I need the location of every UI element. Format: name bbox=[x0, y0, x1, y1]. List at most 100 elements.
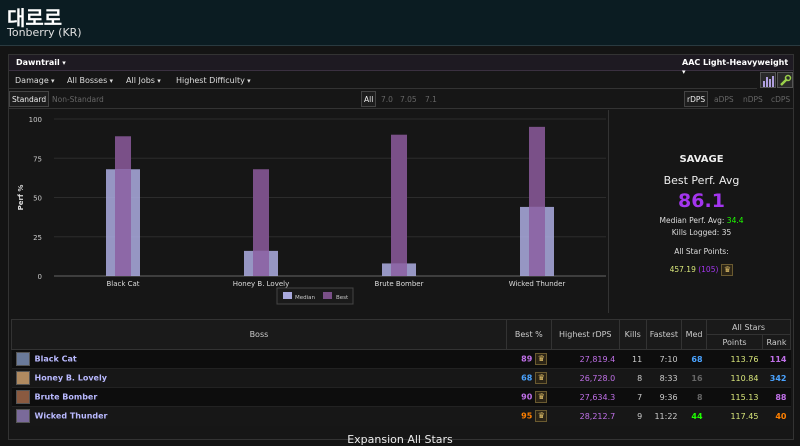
highest-rdps: 26,728.0 bbox=[551, 368, 620, 388]
allstar-rank: 40 bbox=[762, 406, 791, 426]
tab-patch-7-0[interactable]: 7.0 bbox=[381, 95, 393, 104]
filter-bar: Damage All Bosses All Jobs Highest Diffi… bbox=[9, 72, 757, 89]
highest-rdps: 28,212.7 bbox=[551, 406, 620, 426]
division-dropdown[interactable]: AAC Light-Heavyweight bbox=[682, 58, 793, 76]
trophy-icon[interactable]: ♛ bbox=[535, 372, 548, 384]
kills: 11 bbox=[619, 349, 647, 369]
allstar-points: 117.45 bbox=[706, 406, 763, 426]
y-tick-label: 25 bbox=[33, 234, 42, 242]
col-points[interactable]: Points bbox=[706, 334, 763, 350]
col-rank[interactable]: Rank bbox=[761, 334, 792, 350]
boss-name[interactable]: Black Cat bbox=[34, 354, 77, 364]
boss-portrait-icon bbox=[15, 352, 30, 366]
median: 68 bbox=[681, 349, 707, 369]
character-header: 대로로 Tonberry (KR) bbox=[0, 0, 800, 46]
allstar-rank: 114 bbox=[762, 349, 791, 369]
best-percent: 90 bbox=[521, 392, 533, 402]
character-name: 대로로 bbox=[7, 6, 63, 30]
boss-cell[interactable]: Honey B. Lovely bbox=[11, 368, 507, 388]
best-percent: 68 bbox=[521, 373, 533, 383]
expansion-dropdown[interactable]: Dawntrail bbox=[16, 58, 66, 67]
trophy-icon[interactable]: ♛ bbox=[535, 353, 548, 365]
x-tick-label: Honey B. Lovely bbox=[233, 280, 290, 288]
tab-adps[interactable]: aDPS bbox=[714, 95, 734, 104]
jobs-dropdown[interactable]: All Jobs bbox=[126, 76, 161, 85]
bar-best bbox=[391, 134, 407, 276]
tab-patch-7-1[interactable]: 7.1 bbox=[425, 95, 437, 104]
legend-swatch-best bbox=[323, 292, 332, 299]
y-tick-label: 100 bbox=[29, 116, 42, 124]
allstar-points: 110.84 bbox=[706, 368, 763, 388]
best-percent-cell: 95 ♛ bbox=[506, 406, 552, 426]
wrench-icon[interactable] bbox=[777, 72, 793, 88]
y-tick-label: 0 bbox=[38, 273, 42, 281]
x-tick-label: Black Cat bbox=[106, 280, 139, 288]
median-perf: Median Perf. Avg: 34.4 bbox=[610, 216, 793, 225]
allstar-rank: 342 bbox=[762, 368, 791, 388]
kills: 8 bbox=[619, 368, 647, 388]
tab-standard[interactable]: Standard bbox=[9, 91, 50, 107]
bar-best-overlap bbox=[115, 169, 131, 276]
rankings-panel: Dawntrail AAC Light-Heavyweight Damage A… bbox=[8, 54, 794, 440]
kills: 9 bbox=[619, 406, 647, 426]
col-fastest[interactable]: Fastest bbox=[645, 319, 683, 350]
table-row[interactable]: Wicked Thunder 95 ♛ 28,212.7 9 11:22 44 117.45 4… bbox=[11, 406, 791, 426]
tab-non-standard[interactable]: Non-Standard bbox=[52, 95, 104, 104]
y-tick-label: 75 bbox=[33, 155, 42, 163]
difficulty-dropdown[interactable]: Highest Difficulty bbox=[176, 76, 251, 85]
fastest: 9:36 bbox=[646, 387, 682, 407]
bosses-dropdown[interactable]: All Bosses bbox=[67, 76, 113, 85]
boss-cell[interactable]: Brute Bomber bbox=[11, 387, 507, 407]
boss-table-body: Black Cat 89 ♛ 27,819.4 11 7:10 68 113.76 114 Hon… bbox=[11, 349, 791, 426]
median-perf-value: 34.4 bbox=[726, 216, 744, 225]
trophy-icon[interactable]: ♛ bbox=[535, 410, 548, 423]
highest-rdps: 27,634.3 bbox=[551, 387, 620, 407]
boss-name[interactable]: Wicked Thunder bbox=[34, 411, 108, 421]
trophy-icon[interactable]: ♛ bbox=[535, 391, 548, 403]
table-row[interactable]: Black Cat 89 ♛ 27,819.4 11 7:10 68 113.76 114 bbox=[11, 349, 791, 369]
best-percent: 95 bbox=[521, 411, 533, 421]
x-tick-label: Brute Bomber bbox=[375, 280, 424, 288]
boss-table: Boss Best % Highest rDPS Kills Fastest M… bbox=[11, 319, 792, 426]
table-row[interactable]: Honey B. Lovely 68 ♛ 26,728.0 8 8:33 16 110.84 3… bbox=[11, 368, 791, 388]
zone-selector-row: Dawntrail AAC Light-Heavyweight bbox=[9, 55, 793, 71]
allstar-points: 115.13 bbox=[706, 387, 763, 407]
chart-view-icon[interactable] bbox=[760, 72, 776, 88]
kills-logged: Kills Logged: 35 bbox=[610, 228, 793, 237]
boss-cell[interactable]: Wicked Thunder bbox=[11, 406, 507, 426]
allstar-label: All Star Points: bbox=[674, 247, 729, 256]
boss-portrait-icon bbox=[15, 390, 30, 404]
col-kills[interactable]: Kills bbox=[618, 319, 647, 350]
boss-cell[interactable]: Black Cat bbox=[11, 349, 507, 369]
fastest: 11:22 bbox=[646, 406, 682, 426]
boss-name[interactable]: Brute Bomber bbox=[34, 392, 98, 402]
best-percent-cell: 90 ♛ bbox=[506, 387, 552, 407]
y-axis-label: Perf % bbox=[17, 185, 25, 211]
tab-rdps[interactable]: rDPS bbox=[684, 91, 709, 107]
kills: 7 bbox=[619, 387, 647, 407]
allstar-rank-value: (105) bbox=[698, 265, 719, 274]
col-boss[interactable]: Boss bbox=[11, 319, 507, 350]
best-percent-cell: 89 ♛ bbox=[506, 349, 552, 369]
tab-patch-all[interactable]: All bbox=[361, 91, 377, 107]
best-percent: 89 bbox=[521, 354, 533, 364]
allstar-points: 113.76 bbox=[706, 349, 763, 369]
col-med[interactable]: Med bbox=[681, 319, 708, 350]
table-row[interactable]: Brute Bomber 90 ♛ 27,634.3 7 9:36 8 115.13 88 bbox=[11, 387, 791, 407]
best-perf-value: 86.1 bbox=[678, 190, 725, 212]
col-highest[interactable]: Highest rDPS bbox=[550, 319, 620, 350]
median: 44 bbox=[681, 406, 707, 426]
legend-box bbox=[276, 287, 354, 305]
tab-ndps[interactable]: nDPS bbox=[743, 95, 763, 104]
bar-best bbox=[253, 169, 269, 276]
tab-cdps[interactable]: cDPS bbox=[771, 95, 791, 104]
metric-dropdown[interactable]: Damage bbox=[15, 76, 55, 85]
tab-patch-7-05[interactable]: 7.05 bbox=[400, 95, 417, 104]
fastest: 8:33 bbox=[646, 368, 682, 388]
boss-portrait-icon bbox=[15, 371, 30, 385]
perf-chart: 0 25 50 75 100 Perf % Black Cat Honey B. Lovely… bbox=[17, 116, 606, 305]
boss-name[interactable]: Honey B. Lovely bbox=[34, 373, 107, 383]
trophy-icon[interactable]: ♛ bbox=[721, 264, 734, 276]
col-best[interactable]: Best % bbox=[505, 319, 552, 350]
summary-panel: SAVAGE Best Perf. Avg 86.1 Median Perf. … bbox=[610, 110, 793, 313]
